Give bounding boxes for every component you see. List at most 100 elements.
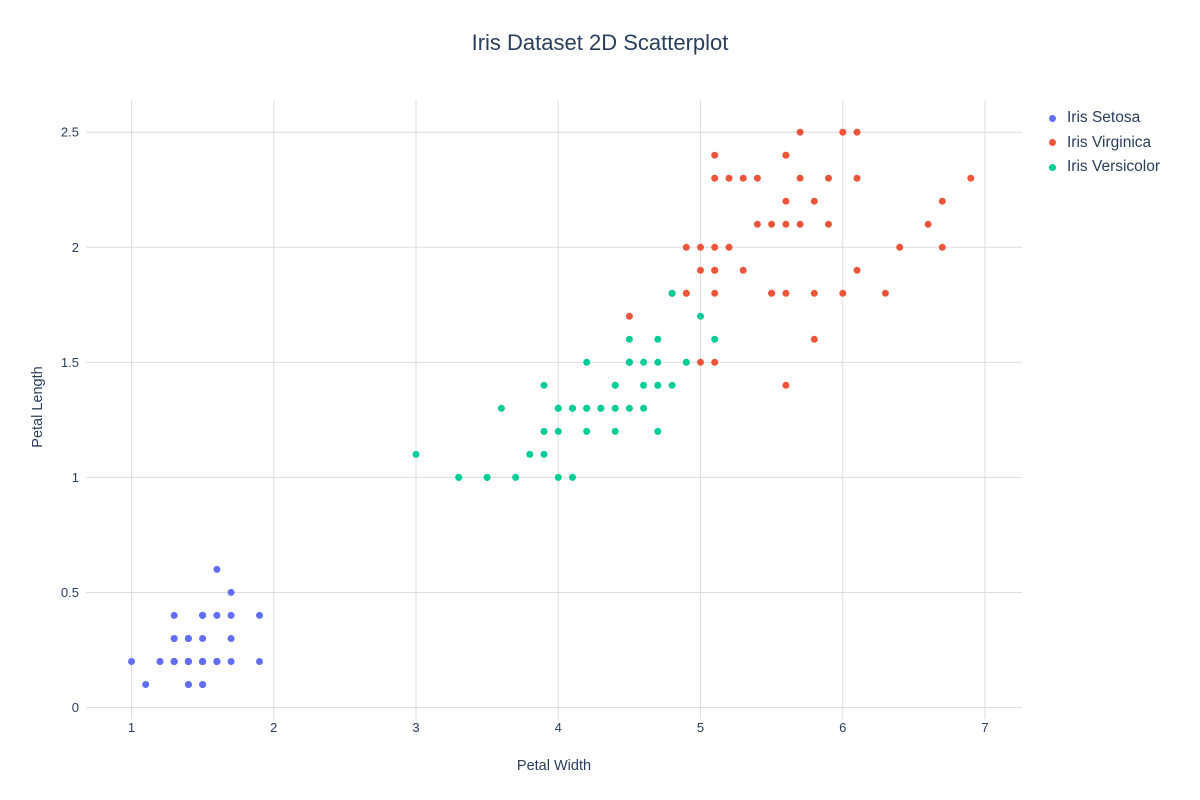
data-point-iris-virginica (697, 266, 704, 274)
data-point-iris-virginica (810, 335, 818, 343)
data-point-iris-virginica (853, 174, 861, 182)
data-point-iris-virginica (782, 381, 790, 389)
data-point-iris-versicolor (412, 450, 420, 458)
data-point-iris-virginica (796, 220, 804, 228)
data-point-iris-setosa (199, 635, 207, 642)
legend-marker-icon (1049, 114, 1056, 122)
y-tick-label: 0 (72, 700, 79, 715)
y-tick-label: 2.5 (61, 125, 79, 140)
data-point-iris-setosa (227, 611, 235, 619)
data-point-iris-virginica (782, 151, 790, 159)
data-point-iris-versicolor (540, 450, 548, 458)
data-point-iris-versicolor (611, 427, 619, 435)
chart-title: Iris Dataset 2D Scatterplot (471, 30, 729, 55)
data-point-iris-setosa (256, 611, 263, 619)
data-point-iris-virginica (711, 174, 719, 182)
data-point-iris-setosa (256, 658, 263, 665)
data-point-iris-virginica (711, 151, 719, 159)
legend-item-iris-versicolor[interactable]: Iris Versicolor (1044, 155, 1160, 180)
data-point-iris-virginica (782, 197, 790, 205)
data-point-iris-versicolor (625, 404, 633, 412)
data-point-iris-versicolor (711, 335, 719, 343)
data-point-iris-virginica (739, 174, 747, 182)
data-point-iris-virginica (938, 197, 946, 205)
data-point-iris-virginica (753, 174, 761, 182)
data-point-iris-virginica (711, 243, 719, 251)
data-point-iris-virginica (782, 289, 790, 297)
legend-item-iris-virginica[interactable]: Iris Virginica (1044, 131, 1160, 156)
data-point-iris-virginica (782, 220, 790, 228)
data-point-iris-versicolor (512, 473, 520, 481)
data-point-iris-versicolor (554, 427, 562, 435)
legend: Iris Setosa Iris Virginica Iris Versicolor (1044, 106, 1160, 180)
data-point-iris-versicolor (455, 473, 463, 481)
y-tick-label: 2 (72, 240, 79, 255)
x-tick-label: 2 (270, 720, 277, 735)
data-point-iris-versicolor (483, 473, 491, 481)
data-point-iris-virginica (810, 289, 818, 297)
data-point-iris-setosa (142, 681, 150, 688)
data-point-iris-virginica (825, 220, 832, 228)
data-point-iris-virginica (938, 243, 946, 251)
y-tick-label: 1.5 (61, 355, 79, 370)
data-point-iris-virginica (825, 174, 832, 182)
data-point-iris-versicolor (611, 381, 619, 389)
data-point-iris-versicolor (625, 335, 633, 343)
data-point-iris-setosa (227, 635, 235, 642)
data-point-iris-setosa (213, 565, 221, 573)
data-point-iris-virginica (853, 128, 861, 136)
x-tick-label: 1 (128, 720, 135, 735)
data-point-iris-versicolor (540, 381, 548, 389)
data-point-iris-virginica (682, 289, 690, 297)
data-point-iris-virginica (853, 266, 861, 274)
x-axis-title: Petal Width (516, 758, 592, 774)
data-point-iris-setosa (156, 658, 164, 665)
x-tick-label: 7 (981, 720, 988, 735)
data-point-iris-virginica (725, 174, 733, 182)
data-point-iris-versicolor (597, 404, 605, 412)
data-point-iris-virginica (753, 220, 761, 228)
data-point-iris-virginica (881, 289, 889, 297)
data-point-iris-setosa (170, 658, 178, 665)
data-point-iris-setosa (227, 658, 235, 665)
data-point-iris-setosa (128, 658, 135, 665)
data-point-iris-versicolor (654, 381, 662, 389)
data-point-iris-virginica (768, 289, 776, 297)
data-point-iris-versicolor (668, 289, 676, 297)
data-point-iris-setosa (184, 635, 192, 642)
data-point-iris-versicolor (554, 473, 562, 481)
y-axis-title: Petal Length (30, 366, 46, 448)
legend-marker-icon (1049, 139, 1056, 147)
x-tick-label: 3 (412, 720, 419, 735)
legend-item-iris-setosa[interactable]: Iris Setosa (1044, 106, 1160, 131)
data-point-iris-virginica (796, 174, 804, 182)
data-point-iris-versicolor (640, 381, 648, 389)
data-point-iris-virginica (768, 220, 776, 228)
data-point-iris-virginica (796, 128, 804, 136)
data-point-iris-setosa (227, 588, 235, 596)
legend-label: Iris Virginica (1067, 133, 1152, 151)
data-point-iris-versicolor (569, 473, 576, 481)
data-point-iris-setosa (184, 681, 192, 688)
data-point-iris-virginica (711, 289, 719, 297)
data-point-iris-versicolor (569, 404, 576, 412)
data-point-iris-versicolor (668, 381, 676, 389)
data-point-iris-virginica (839, 289, 847, 297)
data-point-iris-versicolor (583, 404, 591, 412)
data-point-iris-virginica (682, 243, 690, 251)
x-tick-label: 4 (555, 720, 562, 735)
data-point-iris-versicolor (640, 358, 648, 366)
data-point-iris-versicolor (682, 358, 690, 366)
data-point-iris-setosa (199, 681, 207, 688)
data-point-iris-virginica (625, 312, 633, 320)
y-tick-label: 0.5 (61, 585, 79, 600)
data-point-iris-setosa (170, 635, 178, 642)
data-point-iris-virginica (967, 174, 975, 182)
data-point-iris-versicolor (540, 427, 548, 435)
y-tick-label: 1 (72, 470, 79, 485)
x-tick-label: 6 (839, 720, 846, 735)
data-point-iris-virginica (839, 128, 847, 136)
legend-marker-icon (1049, 163, 1056, 171)
